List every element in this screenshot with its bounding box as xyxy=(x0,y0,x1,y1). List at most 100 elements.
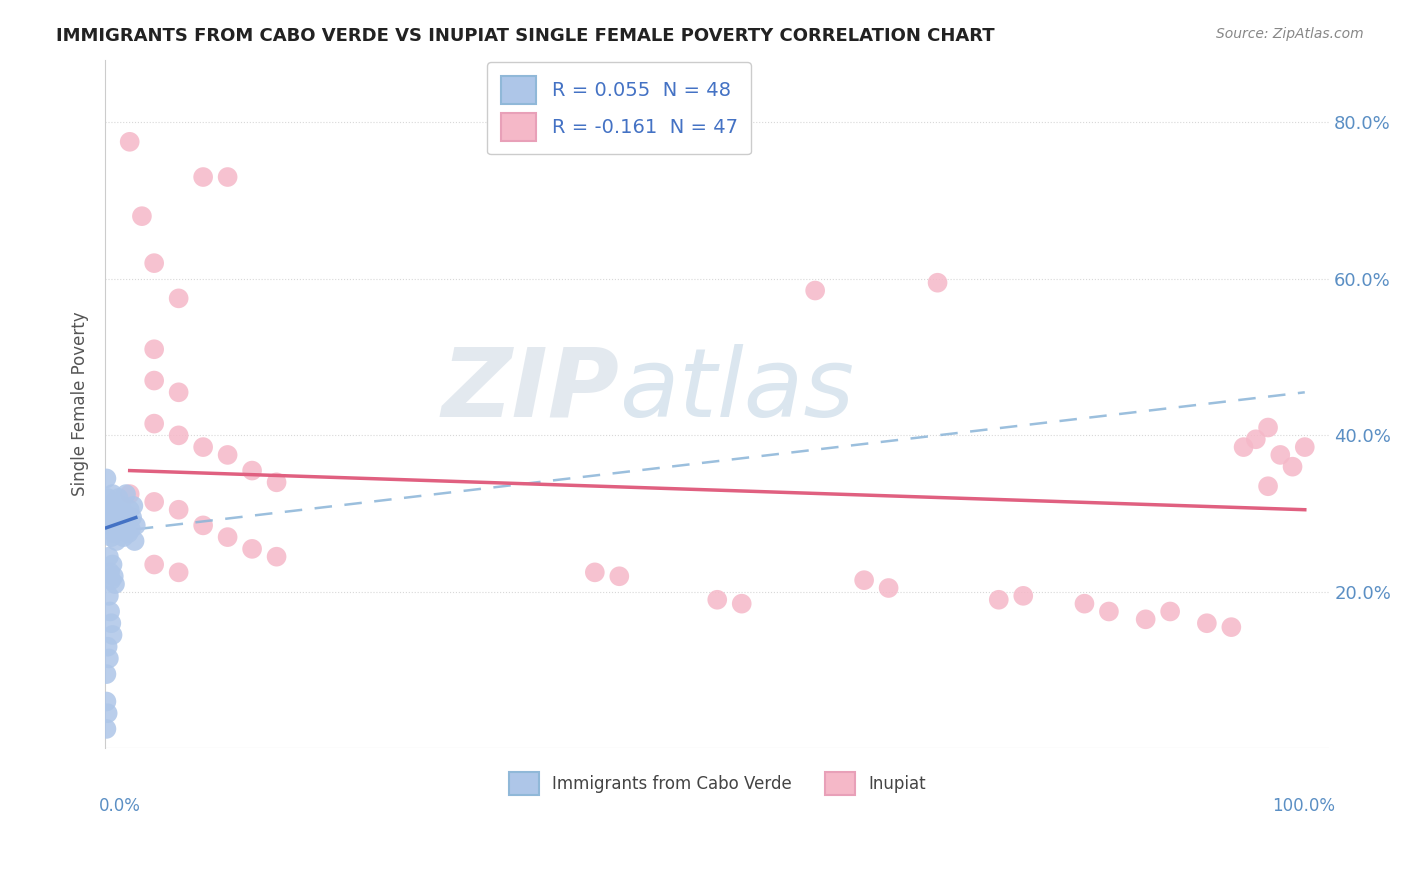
Point xyxy=(120,522,142,536)
Point xyxy=(1135,612,1157,626)
Text: IMMIGRANTS FROM CABO VERDE VS INUPIAT SINGLE FEMALE POVERTY CORRELATION CHART: IMMIGRANTS FROM CABO VERDE VS INUPIAT SI… xyxy=(56,27,995,45)
Point xyxy=(877,581,900,595)
Point xyxy=(1073,597,1095,611)
Y-axis label: Single Female Poverty: Single Female Poverty xyxy=(72,311,89,496)
Point xyxy=(191,169,214,184)
Point xyxy=(101,515,124,529)
Point xyxy=(117,515,139,529)
Point xyxy=(96,471,118,485)
Point xyxy=(143,495,166,509)
Point xyxy=(103,526,125,541)
Point xyxy=(100,616,122,631)
Point xyxy=(167,502,190,516)
Point xyxy=(118,502,141,516)
Point xyxy=(191,440,214,454)
Point xyxy=(100,502,122,516)
Point xyxy=(987,592,1010,607)
Point xyxy=(98,499,121,513)
Point xyxy=(1294,440,1316,454)
Point xyxy=(1244,432,1267,446)
Legend: Immigrants from Cabo Verde, Inupiat: Immigrants from Cabo Verde, Inupiat xyxy=(502,765,932,802)
Point xyxy=(731,597,754,611)
Point xyxy=(97,706,120,721)
Point xyxy=(125,518,148,533)
Point xyxy=(98,605,121,619)
Point xyxy=(97,491,120,505)
Point xyxy=(97,640,120,654)
Text: Source: ZipAtlas.com: Source: ZipAtlas.com xyxy=(1216,27,1364,41)
Point xyxy=(118,135,141,149)
Point xyxy=(131,209,153,223)
Point xyxy=(100,530,122,544)
Point xyxy=(97,589,120,603)
Point xyxy=(104,495,127,509)
Point xyxy=(101,487,124,501)
Point xyxy=(98,566,121,580)
Point xyxy=(97,651,120,665)
Point xyxy=(107,502,129,516)
Point xyxy=(143,343,166,357)
Point xyxy=(107,491,129,505)
Point xyxy=(96,667,118,681)
Point xyxy=(1281,459,1303,474)
Point xyxy=(111,518,134,533)
Point xyxy=(143,374,166,388)
Point xyxy=(100,573,122,587)
Point xyxy=(97,510,120,524)
Text: 100.0%: 100.0% xyxy=(1272,797,1336,814)
Point xyxy=(104,577,127,591)
Point xyxy=(105,534,128,549)
Point xyxy=(191,518,214,533)
Point xyxy=(97,549,120,564)
Point xyxy=(98,518,121,533)
Point xyxy=(167,291,190,305)
Point xyxy=(927,276,949,290)
Point xyxy=(1257,420,1279,434)
Point xyxy=(143,256,166,270)
Point xyxy=(117,526,139,541)
Point xyxy=(143,417,166,431)
Point xyxy=(1270,448,1292,462)
Point xyxy=(217,448,239,462)
Point xyxy=(101,558,124,572)
Point xyxy=(1195,616,1218,631)
Point xyxy=(115,487,138,501)
Point xyxy=(114,507,136,521)
Point xyxy=(240,541,263,556)
Point xyxy=(1159,605,1181,619)
Point xyxy=(122,499,145,513)
Point xyxy=(706,592,728,607)
Point xyxy=(103,507,125,521)
Point xyxy=(1012,589,1035,603)
Point xyxy=(583,566,606,580)
Point xyxy=(1098,605,1121,619)
Point xyxy=(266,549,288,564)
Point xyxy=(167,385,190,400)
Point xyxy=(240,464,263,478)
Point xyxy=(96,722,118,736)
Point xyxy=(167,566,190,580)
Point xyxy=(124,534,146,549)
Point xyxy=(804,284,827,298)
Point xyxy=(266,475,288,490)
Text: ZIP: ZIP xyxy=(441,343,619,437)
Text: atlas: atlas xyxy=(619,343,855,437)
Point xyxy=(110,499,132,513)
Point xyxy=(1220,620,1243,634)
Point xyxy=(96,694,118,708)
Point xyxy=(167,428,190,442)
Point xyxy=(107,522,129,536)
Text: 0.0%: 0.0% xyxy=(98,797,141,814)
Point xyxy=(1257,479,1279,493)
Point xyxy=(108,510,131,524)
Point xyxy=(607,569,630,583)
Point xyxy=(105,510,128,524)
Point xyxy=(104,518,127,533)
Point xyxy=(853,573,876,587)
Point xyxy=(112,530,135,544)
Point xyxy=(103,569,125,583)
Point xyxy=(121,510,143,524)
Point xyxy=(118,487,141,501)
Point xyxy=(1232,440,1254,454)
Point xyxy=(101,628,124,642)
